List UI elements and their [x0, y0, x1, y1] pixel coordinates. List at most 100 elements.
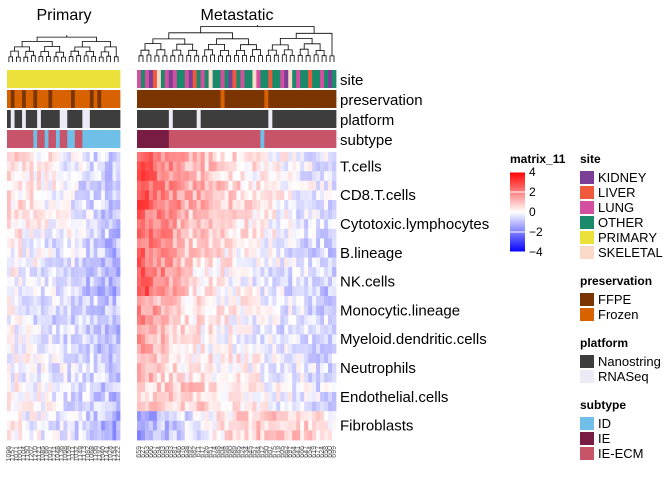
heatmap-cell — [78, 344, 83, 354]
heatmap-cell — [316, 257, 321, 268]
heatmap-cell — [324, 209, 329, 220]
heatmap-cell — [308, 353, 313, 364]
heatmap-cell — [164, 411, 170, 422]
heatmap-cell — [280, 372, 285, 383]
heatmap-cell — [324, 228, 329, 239]
heatmap-cell — [232, 228, 237, 239]
heatmap-cell — [320, 353, 325, 364]
heatmap-cell — [284, 305, 289, 316]
heatmap-cell — [176, 161, 182, 172]
platform-annotation-cell — [264, 110, 269, 128]
site-annotation-cell — [328, 70, 333, 88]
heatmap-cell — [276, 430, 281, 441]
heatmap-cell — [292, 430, 297, 441]
heatmap-cell — [112, 305, 117, 316]
heatmap-cell — [164, 401, 170, 412]
heatmap-cell — [248, 363, 253, 374]
heatmap-cell — [52, 420, 57, 431]
heatmap-cell — [63, 228, 68, 239]
heatmap-cell — [196, 382, 202, 393]
heatmap-cell — [252, 411, 257, 422]
site-annotation-cell — [86, 70, 91, 88]
heatmap-cell — [108, 286, 113, 297]
heatmap-cell — [108, 334, 113, 345]
column-label: 1068 — [89, 446, 96, 462]
heatmap-cell — [55, 411, 61, 422]
site-annotation-cell — [59, 70, 64, 88]
heatmap-cell — [67, 305, 72, 316]
heatmap-cell — [97, 382, 102, 393]
heatmap-cell — [168, 296, 174, 306]
heatmap-cell — [308, 180, 313, 191]
heatmap-cell — [93, 257, 98, 268]
heatmap-cell — [304, 267, 309, 278]
heatmap-cell — [101, 219, 106, 230]
heatmap-cell — [272, 248, 277, 258]
heatmap-cell — [25, 228, 30, 239]
heatmap-cell — [216, 276, 221, 287]
heatmap-cell — [37, 382, 42, 393]
heatmap-cell — [93, 190, 98, 201]
heatmap-cell — [280, 382, 285, 393]
heatmap-cell — [184, 152, 190, 162]
heatmap-cell — [256, 392, 261, 402]
preservation-annotation-cell — [108, 90, 113, 108]
heatmap-cell — [86, 152, 91, 162]
heatmap-cell — [196, 286, 202, 297]
heatmap-cell — [29, 334, 34, 345]
heatmap-cell — [324, 305, 329, 316]
heatmap-cell — [272, 324, 277, 335]
heatmap-cell — [300, 372, 305, 383]
heatmap-cell — [29, 200, 34, 210]
heatmap-cell — [37, 401, 42, 412]
heatmap-cell — [232, 411, 237, 422]
heatmap-cell — [268, 228, 273, 239]
preservation-legend-label: Frozen — [598, 307, 638, 322]
heatmap-cell — [272, 411, 277, 422]
heatmap-cell — [224, 219, 229, 230]
heatmap-cell — [256, 296, 261, 306]
heatmap-cell — [55, 392, 61, 402]
site-annotation-cell — [200, 70, 206, 88]
heatmap-cell — [240, 392, 245, 402]
heatmap-cell — [116, 257, 121, 268]
heatmap-cell — [232, 305, 237, 316]
heatmap-cell — [160, 305, 166, 316]
heatmap-cell — [33, 238, 38, 249]
site-annotation-cell — [252, 70, 257, 88]
heatmap-cell — [184, 161, 190, 172]
heatmap-cell — [25, 305, 30, 316]
heatmap-cell — [324, 276, 329, 287]
heatmap-cell — [332, 267, 337, 278]
heatmap-cell — [104, 324, 110, 335]
heatmap-cell — [48, 209, 53, 220]
heatmap-cell — [272, 334, 277, 345]
heatmap-cell — [18, 344, 23, 354]
heatmap-cell — [232, 430, 237, 441]
heatmap-cell — [22, 296, 27, 306]
subtype-annotation-cell — [212, 130, 217, 148]
heatmap-cell — [144, 267, 150, 278]
heatmap-cell — [316, 392, 321, 402]
heatmap-cell — [78, 276, 83, 287]
heatmap-cell — [168, 324, 174, 335]
heatmap-cell — [67, 411, 72, 422]
preservation-annotation-cell — [284, 90, 289, 108]
heatmap-cell — [164, 392, 170, 402]
column-label: 693 — [168, 446, 175, 458]
heatmap-cell — [180, 190, 186, 201]
heatmap-cell — [144, 161, 150, 172]
platform-annotation-cell — [44, 110, 49, 128]
heatmap-cell — [220, 324, 225, 335]
heatmap-cell — [288, 392, 293, 402]
heatmap-cell — [232, 171, 237, 182]
heatmap-cell — [82, 420, 87, 431]
site-annotation-cell — [18, 70, 23, 88]
heatmap-cell — [52, 228, 57, 239]
heatmap-cell — [332, 382, 337, 393]
heatmap-cell — [240, 315, 245, 326]
heatmap-cell — [244, 420, 249, 431]
heatmap-cell — [232, 420, 237, 431]
heatmap-cell — [268, 296, 273, 306]
heatmap-cell — [172, 353, 178, 364]
